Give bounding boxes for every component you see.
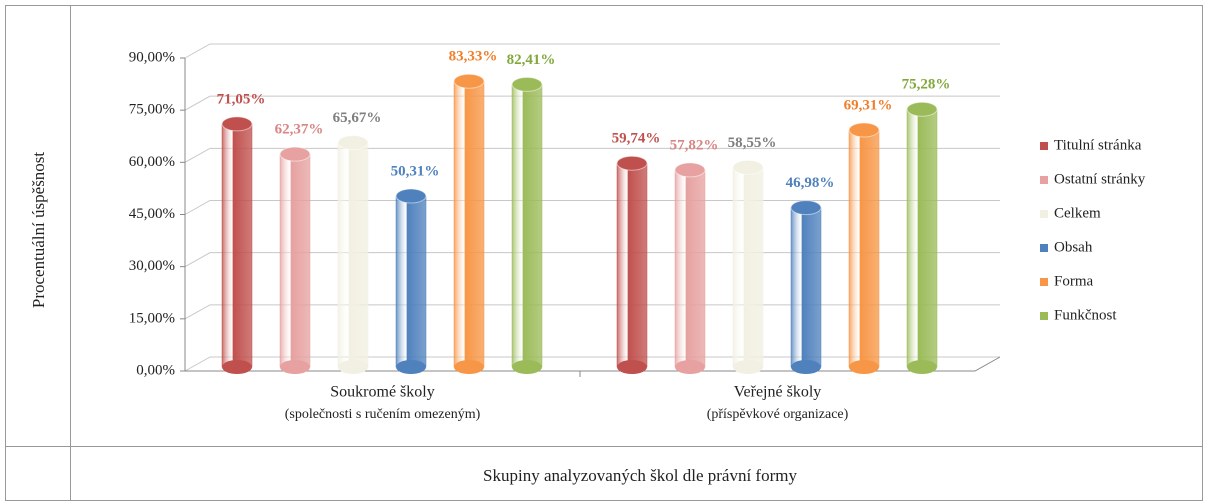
y-tick-label: 60,00% (129, 154, 175, 170)
bar-base (617, 360, 647, 374)
bar (279, 153, 311, 368)
y-tick-label: 15,00% (129, 310, 175, 326)
bar (848, 129, 880, 368)
legend-swatch (1040, 278, 1048, 286)
x-axis (185, 356, 1001, 372)
bar-top (453, 73, 485, 89)
grid-line (184, 147, 1000, 163)
bar (732, 167, 764, 368)
legend-label: Obsah (1054, 239, 1093, 255)
bar-top (848, 122, 880, 138)
data-label: 59,74% (612, 131, 661, 147)
y-tick-label: 45,00% (129, 206, 175, 222)
bar (906, 108, 938, 368)
data-label: 65,67% (333, 110, 382, 126)
bar-base (849, 360, 879, 374)
bar-base (454, 360, 484, 374)
legend-swatch (1040, 210, 1048, 218)
bar-top (395, 188, 427, 204)
x-tick-label: Veřejné školy (734, 384, 822, 401)
legend-swatch (1040, 312, 1048, 320)
legend-swatch (1040, 142, 1048, 150)
y-tick-label: 75,00% (129, 102, 175, 118)
data-label: 57,82% (670, 137, 719, 153)
legend-swatch (1040, 244, 1048, 252)
bar-top (221, 116, 253, 132)
bar (674, 169, 706, 368)
bar (453, 80, 485, 368)
data-label: 83,33% (449, 49, 498, 65)
grid-line (184, 95, 1000, 111)
legend-label: Forma (1054, 273, 1094, 289)
bar-base (338, 360, 368, 374)
y-axis-label: Procentuální úspěšnost (29, 152, 48, 309)
bar-top (616, 155, 648, 171)
y-tick-label: 0,00% (136, 362, 175, 378)
data-label: 50,31% (391, 163, 440, 179)
x-tick-label: (společnosti s ručením omezeným) (285, 407, 481, 422)
bar (221, 123, 253, 368)
data-label: 58,55% (728, 135, 777, 151)
x-tick-label: (příspěvkové organizace) (707, 407, 849, 422)
bar-base (791, 360, 821, 374)
legend-label: Ostatní stránky (1054, 171, 1146, 187)
bar-base (222, 360, 252, 374)
bar (337, 142, 369, 368)
y-tick-label: 90,00% (129, 49, 175, 65)
bar-base (907, 360, 937, 374)
data-label: 69,31% (844, 97, 893, 113)
data-label: 62,37% (275, 122, 324, 138)
bar-top (732, 159, 764, 175)
bar (395, 195, 427, 368)
bar-base (733, 360, 763, 374)
bar-base (396, 360, 426, 374)
data-label: 46,98% (786, 175, 835, 191)
bar-top (674, 162, 706, 178)
legend-label: Funkčnost (1054, 307, 1117, 323)
grid-line (184, 43, 1000, 59)
legend-label: Titulní stránka (1054, 137, 1142, 153)
bar (616, 162, 648, 368)
bar-top (790, 200, 822, 216)
bar-top (337, 135, 369, 151)
bar-base (675, 360, 705, 374)
bar-top (511, 76, 543, 92)
x-axis-label: Skupiny analyzovaných škol dle právní fo… (483, 466, 797, 485)
data-label: 71,05% (217, 91, 266, 107)
data-label: 75,28% (902, 77, 951, 93)
legend-label: Celkem (1054, 205, 1101, 221)
y-tick-label: 30,00% (129, 258, 175, 274)
bar (511, 84, 543, 368)
frame (5, 5, 1203, 501)
legend-swatch (1040, 176, 1048, 184)
bar-base (512, 360, 542, 374)
bar (790, 207, 822, 368)
bar-top (906, 101, 938, 117)
bar-base (280, 360, 310, 374)
bar-top (279, 146, 311, 162)
x-tick-label: Soukromé školy (330, 384, 434, 401)
data-label: 82,41% (507, 52, 556, 68)
